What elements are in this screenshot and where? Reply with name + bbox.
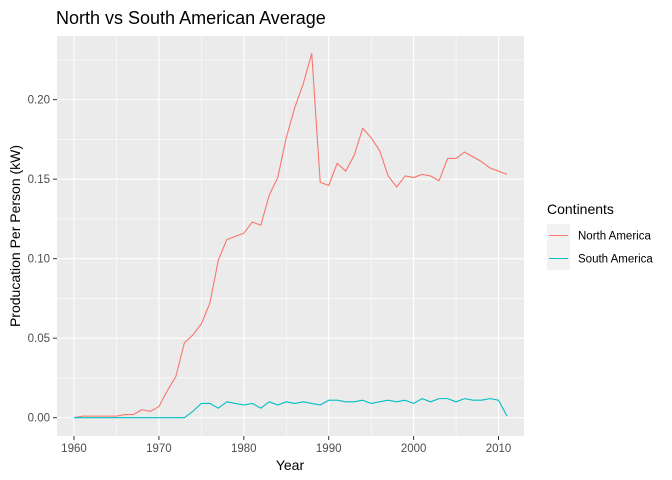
series-line-south-america	[73, 398, 508, 419]
x-tick-label: 1990	[316, 443, 342, 455]
y-tick-label: 0.20	[28, 95, 50, 107]
grid-major	[57, 36, 524, 436]
x-tick-label: 2010	[486, 443, 512, 455]
x-axis: 1960 1970 1980 1990 2000 2010	[61, 436, 511, 455]
y-axis: 0.00 0.05 0.10 0.15 0.20	[28, 95, 57, 425]
y-tick-label: 0.10	[28, 254, 50, 266]
x-tick-label: 1970	[146, 443, 172, 455]
legend-label-south-america: South America	[578, 254, 653, 266]
y-tick-label: 0.05	[28, 333, 50, 345]
x-tick-label: 1960	[61, 443, 87, 455]
x-axis-title: Year	[276, 457, 305, 473]
legend-label-north-america: North America	[578, 231, 651, 243]
x-tick-label: 1980	[231, 443, 257, 455]
x-tick-label: 2000	[401, 443, 427, 455]
series-line-north-america	[73, 52, 508, 419]
y-axis-title: Producation Per Person (kW)	[7, 145, 23, 327]
chart-title: North vs South American Average	[56, 8, 326, 28]
y-tick-label: 0.00	[28, 413, 50, 425]
series-lines	[73, 52, 508, 419]
plot-panel	[57, 36, 524, 436]
legend-title: Continents	[547, 201, 614, 217]
grid-minor	[57, 36, 524, 436]
legend: Continents North America South America	[547, 201, 653, 270]
y-tick-label: 0.15	[28, 174, 50, 186]
legend-items: North America South America	[547, 224, 653, 270]
